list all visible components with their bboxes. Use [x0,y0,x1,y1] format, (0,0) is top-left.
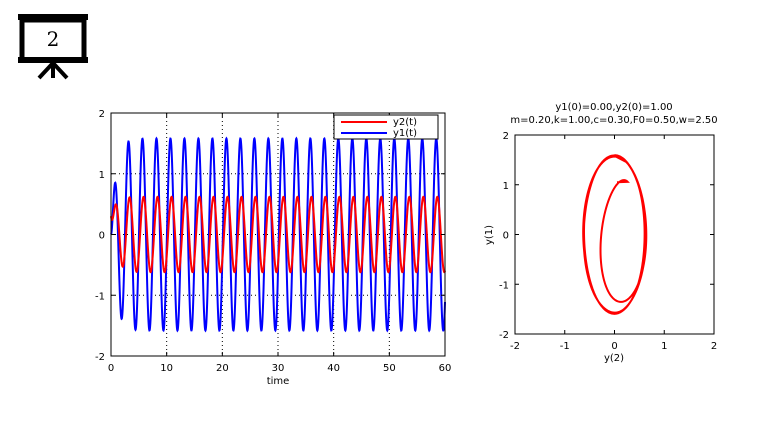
y-tick-label: -1 [499,280,509,291]
y-tick-label: -2 [95,352,105,363]
x-tick-labels: -2 -1 0 1 2 [510,341,717,352]
chart-title-line-1: y1(0)=0.00,y2(0)=1.00 [555,102,672,113]
x-tick-label: 2 [711,341,717,352]
y-tick-labels: 2 1 0 -1 -2 [499,131,509,341]
series-lines [110,136,446,333]
slide-number: 2 [47,27,60,51]
series-line-y2t [110,195,446,274]
tick-marks [514,134,715,335]
x-tick-labels: 0 10 20 30 40 50 60 [108,363,452,374]
slide-number-icon: 2 [18,14,88,80]
phase-plot-chart: y1(0)=0.00,y2(0)=1.00 m=0.20,k=1.00,c=0.… [484,102,718,364]
phase-trajectory-line [582,154,648,315]
x-axis-label: y(2) [604,353,624,364]
y-tick-label: 2 [503,131,509,142]
legend-label-y2: y2(t) [393,117,417,128]
x-tick-label: 50 [383,363,396,374]
x-tick-label: 20 [216,363,229,374]
series-lines [582,154,648,315]
plot-area [515,135,714,334]
x-tick-label: 0 [108,363,114,374]
y-tick-labels: 2 1 0 -1 -2 [95,109,105,363]
y-tick-label: -1 [95,291,105,302]
x-axis-label: time [267,376,290,387]
chart-title-line-2: m=0.20,k=1.00,c=0.30,F0=0.50,w=2.50 [510,115,717,126]
easel-leg-left [37,61,55,80]
y-tick-label: 0 [503,231,509,242]
legend-box [333,114,439,140]
y-axis-label: y(1) [484,225,495,245]
y-tick-label: -2 [499,330,509,341]
easel-top-bar [18,14,88,20]
easel-leg-right [51,61,69,80]
grid [111,113,445,356]
easel-bottom-bar [18,57,88,63]
x-tick-label: -2 [510,341,520,352]
x-tick-label: 30 [272,363,285,374]
x-tick-label: 40 [327,363,340,374]
x-tick-label: 10 [160,363,173,374]
x-tick-label: 0 [611,341,617,352]
y-tick-label: 0 [99,231,105,242]
y-tick-label: 2 [99,109,105,120]
y-tick-label: 1 [99,170,105,181]
y-tick-label: 1 [503,181,509,192]
legend-label-y1: y1(t) [393,128,417,139]
x-tick-label: 1 [661,341,667,352]
tick-marks [110,112,446,357]
x-tick-label: -1 [560,341,570,352]
x-tick-label: 60 [439,363,452,374]
legend: y2(t) y1(t) [333,114,439,140]
time-series-chart: 0 10 20 30 40 50 60 2 1 0 -1 -2 time y2(… [95,109,451,387]
